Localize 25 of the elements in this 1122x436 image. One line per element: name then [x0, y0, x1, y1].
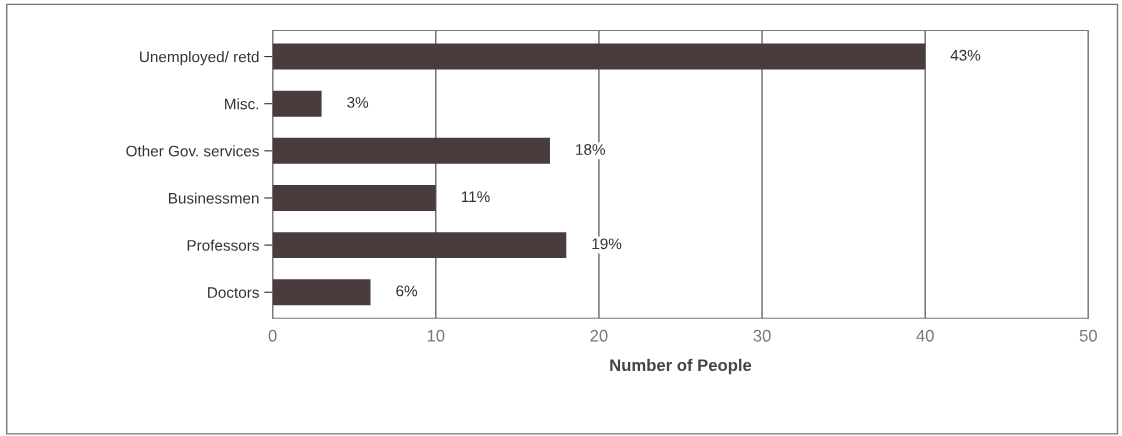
y-tick-label: Professors — [187, 239, 259, 251]
bar — [272, 43, 926, 70]
x-tick-label: 10 — [427, 329, 445, 342]
annotation: 43% — [950, 49, 981, 61]
y-tick-label: Unemployed/ retd — [140, 51, 259, 66]
annotation: 3% — [347, 96, 369, 108]
x-tick-label: 50 — [1079, 329, 1097, 342]
annotation: 19% — [592, 238, 622, 250]
x-tick-label: 30 — [753, 329, 771, 342]
x-tick-label: 0 — [268, 329, 277, 342]
x-tick-label: 40 — [916, 329, 934, 342]
y-tick-label: Doctors — [208, 287, 259, 298]
bar — [272, 137, 550, 164]
annotation: 11% — [461, 191, 490, 203]
annotation: 6% — [396, 285, 418, 297]
annotation: 18% — [576, 144, 606, 155]
bar — [272, 232, 567, 259]
x-axis-title: Number of People — [610, 358, 752, 375]
y-tick-label: Other Gov. services — [126, 145, 259, 157]
bar — [272, 279, 371, 306]
bar — [272, 90, 322, 117]
y-tick-label: Misc. — [225, 98, 259, 110]
y-tick-label: Businessmen — [169, 192, 259, 204]
x-tick-label: 20 — [590, 329, 608, 342]
bar — [272, 185, 436, 211]
